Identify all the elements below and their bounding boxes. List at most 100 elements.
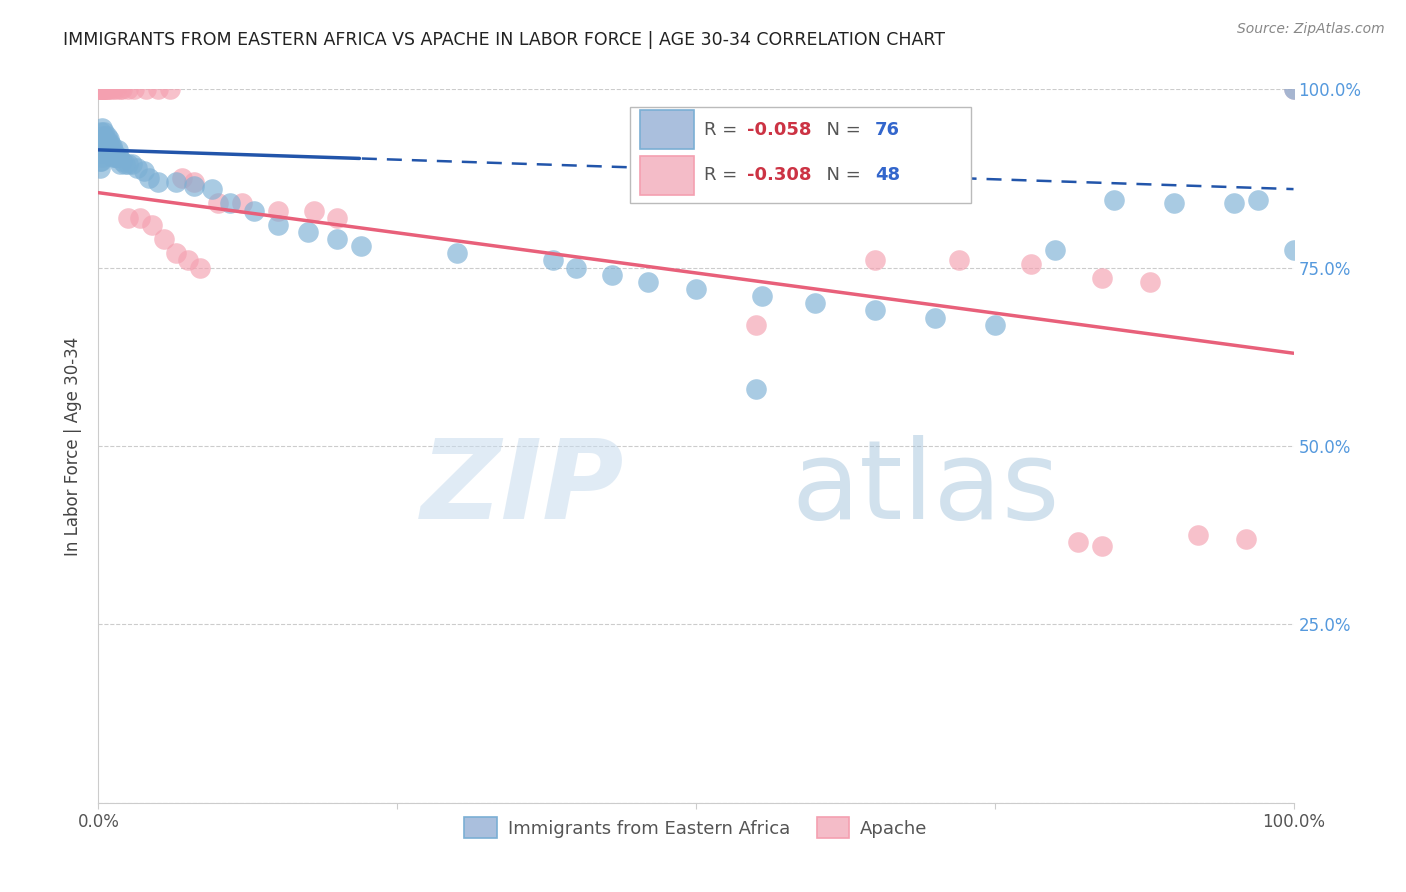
Text: Source: ZipAtlas.com: Source: ZipAtlas.com (1237, 22, 1385, 37)
Point (91, 82, 114, 96)
Point (90, 143, 112, 157)
Point (267, 203, 290, 218)
Point (302, 203, 325, 218)
Point (93, 143, 115, 157)
Point (91, 128, 114, 143)
Point (602, 268, 624, 282)
Point (172, 171, 194, 186)
Point (90, 82, 112, 96)
Point (107, 143, 129, 157)
Point (124, 82, 146, 96)
Point (201, 182, 224, 196)
Point (188, 260, 211, 275)
Point (90, 125, 112, 139)
Point (132, 164, 155, 178)
Point (177, 253, 200, 268)
Point (153, 232, 176, 246)
Point (159, 82, 181, 96)
Point (117, 211, 139, 225)
Point (94, 82, 117, 96)
Text: ZIP: ZIP (420, 435, 624, 542)
Point (89, 153, 111, 168)
Point (93, 82, 115, 96)
Text: N =: N = (815, 121, 868, 139)
Point (207, 196, 229, 211)
Point (1282, 82, 1305, 96)
Point (91, 150, 114, 164)
Point (1282, 82, 1305, 96)
Point (138, 171, 160, 186)
Point (103, 146, 125, 161)
Point (297, 225, 319, 239)
Point (745, 382, 768, 396)
Text: R =: R = (704, 166, 744, 184)
Point (111, 82, 134, 96)
Point (111, 153, 134, 168)
Point (637, 275, 659, 289)
Text: 76: 76 (876, 121, 900, 139)
Point (129, 211, 152, 225)
Point (108, 157, 131, 171)
Point (243, 203, 266, 218)
Text: atlas: atlas (792, 435, 1060, 542)
Point (446, 246, 468, 260)
Point (1043, 243, 1066, 257)
Point (89, 139, 111, 153)
Point (105, 82, 128, 96)
Point (1091, 271, 1114, 285)
Text: N =: N = (815, 166, 868, 184)
Point (1187, 528, 1209, 542)
Y-axis label: In Labor Force | Age 30-34: In Labor Force | Age 30-34 (65, 336, 83, 556)
Point (183, 178, 205, 193)
Point (1019, 257, 1042, 271)
Point (148, 175, 170, 189)
Point (565, 260, 588, 275)
Point (165, 175, 187, 189)
Point (94, 132, 117, 146)
Point (91, 139, 114, 153)
Point (121, 157, 143, 171)
Point (91, 146, 114, 161)
FancyBboxPatch shape (630, 107, 972, 203)
Point (804, 296, 827, 310)
Point (93, 136, 115, 150)
Point (117, 157, 139, 171)
Point (114, 157, 136, 171)
Point (924, 310, 946, 325)
Point (91, 121, 114, 136)
Point (1163, 196, 1185, 211)
Point (1234, 532, 1257, 546)
Point (948, 253, 970, 268)
Text: IMMIGRANTS FROM EASTERN AFRICA VS APACHE IN LABOR FORCE | AGE 30-34 CORRELATION : IMMIGRANTS FROM EASTERN AFRICA VS APACHE… (63, 31, 945, 49)
Text: -0.308: -0.308 (748, 166, 811, 184)
Point (96, 128, 118, 143)
Text: -0.058: -0.058 (748, 121, 811, 139)
Point (91, 82, 114, 96)
Point (91, 82, 114, 96)
Point (91, 139, 114, 153)
Point (108, 82, 131, 96)
Point (141, 218, 163, 232)
Point (101, 150, 124, 164)
Text: R =: R = (704, 121, 744, 139)
Point (89, 82, 111, 96)
Point (231, 196, 253, 211)
Point (93, 82, 115, 96)
Point (98, 82, 122, 96)
Point (98, 146, 122, 161)
Point (350, 239, 373, 253)
Point (326, 232, 349, 246)
Point (107, 150, 129, 164)
Point (101, 143, 124, 157)
Point (98, 136, 122, 150)
Point (1091, 539, 1114, 553)
Point (745, 318, 768, 332)
Point (96, 139, 118, 153)
FancyBboxPatch shape (640, 155, 693, 194)
Point (541, 253, 564, 268)
Point (125, 161, 148, 175)
Point (1282, 243, 1305, 257)
Text: 48: 48 (876, 166, 900, 184)
Point (1139, 275, 1161, 289)
Point (865, 303, 887, 318)
